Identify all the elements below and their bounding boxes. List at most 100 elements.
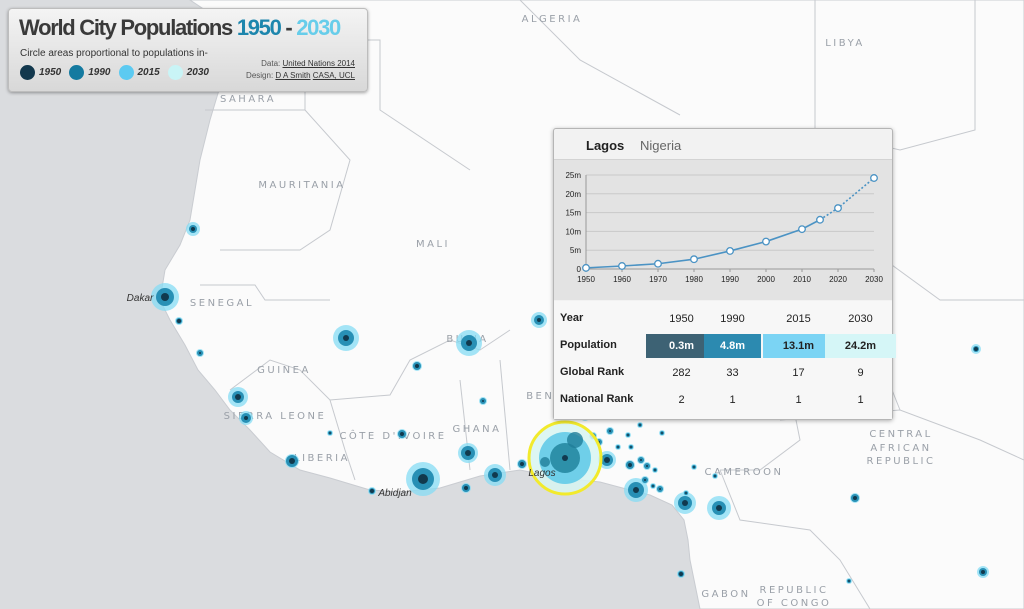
country-label: BENI bbox=[526, 391, 560, 402]
city-marker[interactable] bbox=[333, 325, 359, 351]
city-marker[interactable] bbox=[479, 397, 487, 405]
city-marker[interactable] bbox=[637, 456, 645, 464]
x-tick-label: 2000 bbox=[757, 275, 775, 284]
city-marker[interactable] bbox=[175, 317, 183, 325]
city-marker[interactable] bbox=[637, 422, 643, 428]
legend-swatch-2015 bbox=[118, 65, 134, 80]
data-point bbox=[582, 263, 590, 272]
country-label: BU bbox=[446, 334, 465, 345]
table-row-population: Population 0.3m 4.8m 13.1m 24.2m bbox=[554, 332, 896, 359]
city-marker[interactable] bbox=[674, 492, 696, 514]
city-marker[interactable] bbox=[151, 283, 179, 311]
city-marker[interactable] bbox=[406, 462, 440, 496]
country-label: CÔTE D'IVOIRE bbox=[339, 429, 446, 442]
country-label: CENTRAL bbox=[869, 429, 932, 440]
x-tick-label: 1980 bbox=[685, 275, 703, 284]
data-source-link[interactable]: United Nations 2014 bbox=[282, 59, 356, 68]
country-label: ALGERIA bbox=[522, 14, 583, 25]
city-marker[interactable] bbox=[456, 330, 482, 356]
city-marker[interactable] bbox=[196, 349, 204, 357]
country-label: GUINEA bbox=[257, 365, 311, 376]
data-point bbox=[816, 215, 824, 224]
y-tick-label: 0 bbox=[577, 265, 582, 274]
city-marker[interactable] bbox=[850, 493, 860, 503]
city-marker[interactable] bbox=[677, 570, 685, 578]
city-marker[interactable] bbox=[615, 444, 621, 450]
x-tick-label: 1950 bbox=[577, 275, 595, 284]
x-tick-label: 1960 bbox=[613, 275, 631, 284]
series-line-observed bbox=[585, 219, 821, 269]
city-marker[interactable] bbox=[846, 578, 852, 584]
country-label: REPUBLIC bbox=[760, 585, 829, 596]
city-marker[interactable] bbox=[412, 361, 422, 371]
legend-swatch-1990 bbox=[69, 65, 85, 80]
y-tick-label: 15m bbox=[565, 209, 581, 218]
city-marker[interactable] bbox=[656, 485, 664, 493]
popup-header: Lagos Nigeria bbox=[554, 129, 892, 160]
city-marker[interactable] bbox=[643, 462, 651, 470]
city-marker[interactable] bbox=[659, 430, 665, 436]
city-marker[interactable] bbox=[624, 478, 648, 502]
data-point bbox=[834, 204, 842, 213]
stats-table: Year 1950 1990 2015 2030 Population 0.3m… bbox=[554, 301, 896, 419]
country-label: GHANA bbox=[453, 424, 502, 435]
city-marker[interactable] bbox=[628, 444, 634, 450]
city-marker[interactable] bbox=[285, 454, 299, 468]
city-marker[interactable] bbox=[625, 432, 631, 438]
city-marker[interactable] bbox=[186, 222, 200, 236]
legend-item-2030: 2030 bbox=[167, 65, 209, 80]
table-row-year: Year 1950 1990 2015 2030 bbox=[560, 312, 873, 325]
city-marker[interactable] bbox=[327, 430, 333, 436]
selected-city-lagos[interactable] bbox=[527, 420, 603, 496]
city-marker[interactable] bbox=[691, 464, 697, 470]
city-marker[interactable] bbox=[531, 312, 547, 328]
city-marker[interactable] bbox=[650, 483, 656, 489]
city-marker[interactable] bbox=[484, 464, 506, 486]
y-tick-label: 20m bbox=[565, 190, 581, 199]
city-label: Dakar bbox=[127, 293, 154, 304]
x-tick-label: 1990 bbox=[721, 275, 739, 284]
casa-link[interactable]: CASA, UCL bbox=[312, 71, 355, 80]
x-tick-label: 2030 bbox=[865, 275, 883, 284]
city-marker[interactable] bbox=[977, 566, 989, 578]
city-marker[interactable] bbox=[712, 473, 718, 479]
city-marker[interactable] bbox=[239, 411, 253, 425]
data-point bbox=[618, 262, 626, 270]
city-marker[interactable] bbox=[517, 459, 527, 469]
data-point bbox=[870, 174, 878, 182]
population-cell-2030: 24.2m bbox=[825, 334, 896, 358]
city-marker[interactable] bbox=[707, 496, 731, 520]
city-marker[interactable] bbox=[458, 443, 478, 463]
data-point bbox=[726, 247, 734, 255]
city-marker[interactable] bbox=[625, 460, 635, 470]
country-label: CAMEROON bbox=[705, 467, 784, 478]
city-marker[interactable] bbox=[368, 487, 376, 495]
city-marker[interactable] bbox=[641, 476, 649, 484]
city-marker[interactable] bbox=[652, 467, 658, 473]
country-label: AFRICAN bbox=[870, 443, 931, 454]
city-marker[interactable] bbox=[683, 490, 689, 496]
page-title: World City Populations 1950 - 2030 bbox=[19, 15, 341, 40]
table-row-global-rank: Global Rank 282 33 17 9 bbox=[560, 366, 864, 379]
city-marker[interactable] bbox=[461, 483, 471, 493]
x-tick-label: 2020 bbox=[829, 275, 847, 284]
legend-swatch-1950 bbox=[20, 65, 35, 80]
country-label: LIBYA bbox=[825, 38, 865, 49]
data-point bbox=[798, 225, 806, 234]
data-point bbox=[762, 237, 770, 246]
population-cell-2015: 13.1m bbox=[763, 334, 834, 358]
city-marker[interactable] bbox=[397, 429, 407, 439]
population-cell-1990: 4.8m bbox=[704, 334, 761, 358]
country-label: OF CONGO bbox=[757, 598, 832, 609]
country-label: MALI bbox=[416, 239, 450, 250]
y-tick-label: 25m bbox=[565, 171, 581, 180]
credits: Data: United Nations 2014 Design: D A Sm… bbox=[246, 59, 356, 80]
country-label: MAURITANIA bbox=[258, 180, 345, 191]
city-marker[interactable] bbox=[598, 451, 616, 469]
city-marker[interactable] bbox=[228, 387, 248, 407]
x-tick-label: 2010 bbox=[793, 275, 811, 284]
designer-link[interactable]: D A Smith bbox=[275, 71, 311, 80]
city-marker[interactable] bbox=[971, 344, 981, 354]
city-marker[interactable] bbox=[606, 427, 614, 435]
city-info-popup: Lagos Nigeria 0 5m 10m 15m 20m 25m 1950 1960 197… bbox=[553, 128, 896, 420]
